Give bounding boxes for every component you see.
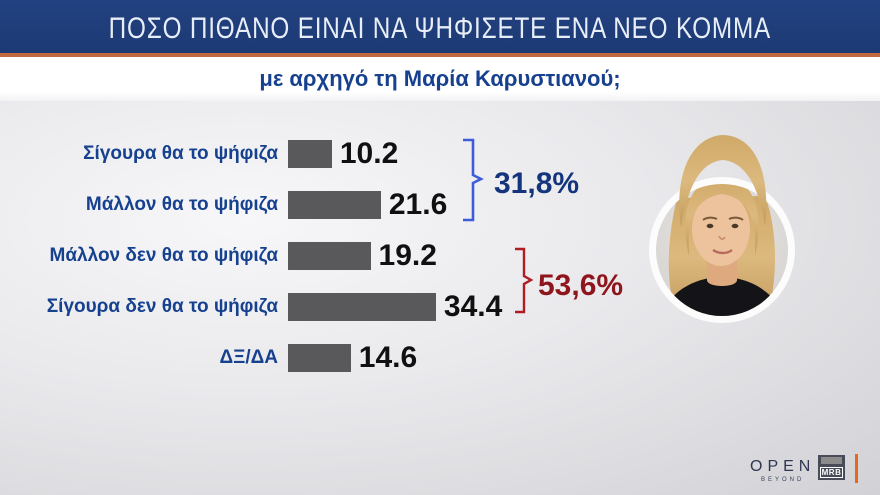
- bar-segment: [288, 343, 351, 372]
- sum-label-positive: 31,8%: [494, 167, 580, 200]
- poll-subtitle: με αρχηγό τη Μαρία Καρυστιανού;: [259, 66, 621, 91]
- value-label: 10.2: [339, 136, 399, 170]
- value-label: 21.6: [388, 187, 448, 221]
- bar-rows: Σίγουρα θα το ψήφιζα 10.2 Μάλλον θα το ψ…: [0, 101, 560, 383]
- header-banner: ΠΟΣΟ ΠΙΘΑΝΟ ΕΙΝΑΙ ΝΑ ΨΗΦΙΣΕΤΕ ΕΝΑ ΝΕΟ ΚΟ…: [0, 0, 880, 53]
- open-channel-logo: OPEN BEYOND: [750, 458, 815, 483]
- sum-label-negative: 53,6%: [538, 269, 624, 302]
- mrb-logo-text: MRB: [819, 467, 844, 478]
- category-label: Μάλλον δεν θα το ψήφιζα: [49, 244, 278, 266]
- bracket-negative-group: [515, 247, 534, 314]
- value-label: 14.6: [358, 340, 418, 374]
- bar-row: Σίγουρα δεν θα το ψήφιζα 34.4: [0, 281, 560, 332]
- footer-orange-mark: [855, 454, 858, 483]
- bar-row: ΔΞ/ΔΑ 14.6: [0, 332, 560, 383]
- bar-row: Σίγουρα θα το ψήφιζα 10.2: [0, 128, 560, 179]
- category-label: Μάλλον θα το ψήφιζα: [85, 193, 278, 215]
- mrb-logo-bar: [821, 457, 842, 464]
- bar-chart: Σίγουρα θα το ψήφιζα 10.2 Μάλλον θα το ψ…: [0, 101, 880, 495]
- category-label: Σίγουρα θα το ψήφιζα: [83, 142, 278, 164]
- open-logo-tagline: BEYOND: [761, 477, 805, 483]
- portrait-photo: [649, 135, 795, 323]
- open-logo-text: OPEN: [750, 458, 816, 475]
- bar-segment: [288, 241, 371, 270]
- category-label: ΔΞ/ΔΑ: [219, 346, 278, 368]
- value-label: 19.2: [378, 238, 437, 272]
- bar-segment: [288, 292, 436, 321]
- bar-segment: [288, 190, 381, 219]
- category-label: Σίγουρα δεν θα το ψήφιζα: [46, 295, 278, 317]
- bracket-positive-group: [463, 138, 484, 222]
- orange-divider: [0, 53, 880, 57]
- mrb-pollster-logo: MRB: [818, 455, 845, 480]
- poll-question-title: ΠΟΣΟ ΠΙΘΑΝΟ ΕΙΝΑΙ ΝΑ ΨΗΦΙΣΕΤΕ ΕΝΑ ΝΕΟ ΚΟ…: [108, 11, 772, 45]
- subtitle-strip: με αρχηγό τη Μαρία Καρυστιανού;: [0, 57, 880, 101]
- bar-row: Μάλλον θα το ψήφιζα 21.6: [0, 179, 560, 230]
- bar-row: Μάλλον δεν θα το ψήφιζα 19.2: [0, 230, 560, 281]
- bar-segment: [288, 139, 332, 168]
- value-label: 34.4: [443, 289, 503, 323]
